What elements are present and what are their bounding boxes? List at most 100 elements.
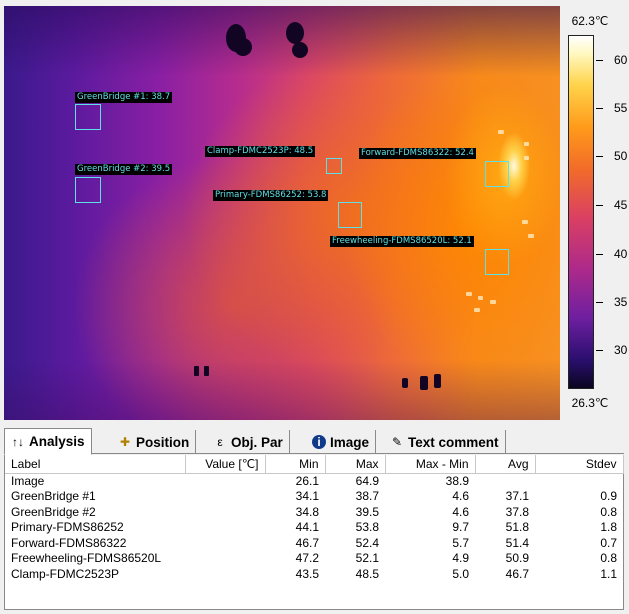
info-icon: i [312, 435, 326, 449]
column-header-label[interactable]: Label [5, 455, 186, 474]
capacitor-shape [420, 376, 428, 390]
scale-tick-label: 55 [614, 101, 628, 115]
table-row[interactable]: GreenBridge #2 34.8 39.5 4.6 37.8 0.8 [5, 504, 623, 520]
cell-max: 39.5 [355, 504, 379, 519]
cell-value [185, 473, 265, 489]
cell-label: Freewheeling-FDMS86520L [11, 551, 162, 566]
cell-avg: 50.9 [505, 551, 529, 566]
thermal-image[interactable]: GreenBridge #1: 38.7 GreenBridge #2: 39.… [4, 6, 560, 420]
cell-stdev: 0.7 [600, 535, 617, 550]
table-row[interactable]: Primary-FDMS86252 44.1 53.8 9.7 51.8 1.8 [5, 520, 623, 536]
tab-analysis[interactable]: ↑↓ Analysis [4, 428, 92, 455]
cell-label: GreenBridge #1 [11, 489, 96, 504]
cell-label: Image [11, 474, 45, 488]
cell-avg: 37.8 [505, 504, 529, 519]
roi-box-primary[interactable] [338, 202, 362, 228]
capacitor-shape [434, 374, 441, 388]
scale-tick [596, 254, 603, 255]
cell-min: 34.8 [295, 504, 319, 519]
scale-tick [596, 108, 603, 109]
scale-tick [596, 302, 603, 303]
column-header-stdev[interactable]: Stdev [535, 455, 624, 474]
cell-label: GreenBridge #2 [11, 504, 96, 519]
table-row[interactable]: Freewheeling-FDMS86520L 47.2 52.1 4.9 50… [5, 551, 623, 567]
tab-label: Text comment [408, 434, 499, 450]
temperature-colorbar [568, 35, 594, 389]
cell-label: Primary-FDMS86252 [11, 520, 124, 535]
tab-label: Analysis [29, 434, 85, 449]
tab-label: Obj. Par [231, 434, 283, 450]
position-icon: ✚ [119, 435, 131, 449]
solder-pad [522, 220, 528, 224]
scale-tick-label: 60 [614, 53, 628, 67]
tab-label: Position [136, 434, 190, 450]
capacitor-shape [292, 42, 308, 58]
cell-max: 53.8 [355, 520, 379, 535]
roi-label-clamp: Clamp-FDMC2523P: 48.5 [205, 146, 316, 157]
scale-tick-label: 35 [614, 295, 628, 309]
tab-text-comment[interactable]: ✎ Text comment [384, 430, 506, 454]
cell-avg: 51.8 [505, 520, 529, 535]
cell-stdev [535, 473, 623, 489]
cell-label: Forward-FDMS86322 [11, 535, 127, 550]
cell-value [185, 566, 265, 582]
table-row[interactable]: Clamp-FDMC2523P 43.5 48.5 5.0 46.7 1.1 [5, 566, 623, 582]
image-shading [4, 6, 560, 76]
solder-pad [498, 130, 504, 134]
cell-stdev: 1.8 [600, 520, 617, 535]
cell-max: 64.9 [355, 474, 379, 488]
capacitor-shape [234, 38, 252, 56]
cell-value [185, 520, 265, 536]
solder-pad [466, 292, 472, 296]
cell-range: 9.7 [452, 520, 469, 535]
cell-stdev: 1.1 [600, 566, 617, 581]
roi-box-freewheeling[interactable] [485, 249, 509, 275]
object-parameter-icon: ε [217, 435, 223, 449]
scale-max-label: 62.3℃ [571, 14, 609, 28]
tab-obj-par[interactable]: ε Obj. Par [207, 430, 290, 454]
scale-tick [596, 60, 603, 61]
roi-label-greenbridge-2: GreenBridge #2: 39.5 [75, 164, 173, 175]
table-row[interactable]: Image 26.1 64.9 38.9 [5, 473, 623, 489]
column-header-min[interactable]: Min [265, 455, 326, 474]
capacitor-shape [194, 366, 199, 376]
cell-min: 47.2 [295, 551, 319, 566]
roi-box-clamp[interactable] [326, 158, 342, 174]
roi-box-greenbridge-2[interactable] [75, 177, 101, 203]
solder-pad [524, 156, 529, 160]
table-row[interactable]: Forward-FDMS86322 46.7 52.4 5.7 51.4 0.7 [5, 535, 623, 551]
solder-pad [474, 308, 480, 312]
tab-image[interactable]: i Image [306, 430, 377, 454]
solder-pad [524, 142, 529, 146]
column-header-max-minus-min[interactable]: Max - Min [385, 455, 476, 474]
cell-min: 43.5 [295, 566, 319, 581]
capacitor-shape [402, 378, 408, 388]
cell-max: 52.1 [355, 551, 379, 566]
solder-pad [490, 300, 496, 304]
cell-min: 46.7 [295, 535, 319, 550]
tab-position[interactable]: ✚ Position [112, 430, 197, 454]
cell-max: 38.7 [355, 489, 379, 504]
column-header-max[interactable]: Max [325, 455, 386, 474]
capacitor-shape [286, 22, 304, 44]
roi-label-forward: Forward-FDMS86322: 52.4 [359, 148, 476, 159]
cell-avg: 46.7 [505, 566, 529, 581]
scale-tick-label: 50 [614, 149, 628, 163]
roi-box-forward[interactable] [485, 161, 509, 187]
cell-max: 52.4 [355, 535, 379, 550]
scale-tick-label: 30 [614, 343, 628, 357]
cell-stdev: 0.9 [600, 489, 617, 504]
table-row[interactable]: GreenBridge #1 34.1 38.7 4.6 37.1 0.9 [5, 489, 623, 505]
cell-min: 34.1 [295, 489, 319, 504]
cell-range: 5.0 [452, 566, 469, 581]
cell-avg: 51.4 [505, 535, 529, 550]
solder-pad [478, 296, 483, 300]
column-header-avg[interactable]: Avg [475, 455, 536, 474]
cell-value [185, 504, 265, 520]
scale-tick-label: 40 [614, 247, 628, 261]
roi-box-greenbridge-1[interactable] [75, 104, 101, 130]
column-header-value[interactable]: Value [℃] [185, 455, 266, 474]
roi-label-freewheeling: Freewheeling-FDMS86520L: 52.1 [330, 236, 474, 247]
cell-avg [475, 473, 535, 489]
tab-strip: ↑↓ Analysis ✚ Position ε Obj. Par i Imag… [4, 428, 624, 455]
